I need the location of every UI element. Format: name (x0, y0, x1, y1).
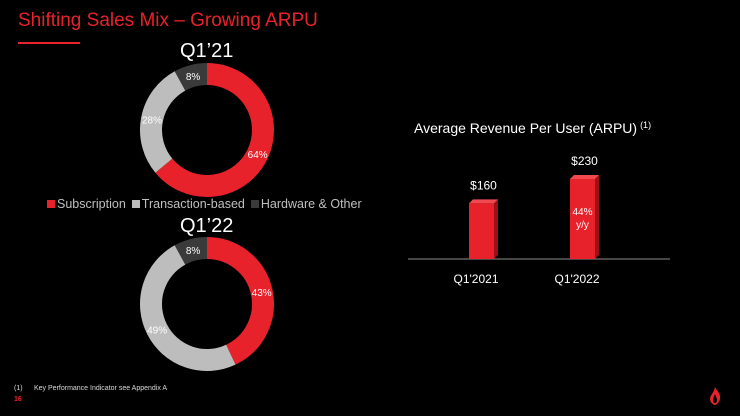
arpu-title-footnote-marker: (1) (640, 120, 652, 130)
footnote-text: Key Performance Indicator see Appendix A (34, 385, 168, 392)
arpu-bar-top-1 (570, 175, 599, 179)
page-number: 16 (14, 396, 22, 403)
donut-title-q1-21: Q1’21 (180, 40, 234, 62)
legend-label-hardware: Hardware & Other (260, 197, 362, 211)
arpu-bar-side-1 (595, 175, 599, 259)
donut-q1-22-label-hardware-other: 8% (186, 246, 201, 257)
arpu-title-text: Average Revenue Per User (ARPU) (414, 120, 638, 136)
donut-title-q1-22: Q1’22 (180, 215, 234, 237)
donut-q1-21-slice-transaction-based (140, 71, 186, 173)
arpu-value-label-q1-2022: $230 (571, 154, 598, 168)
legend-item-hardware: Hardware & Other (250, 197, 362, 211)
donut-q1-21-slice-subscription (155, 63, 274, 197)
arpu-category-label-q1-2021: Q1'2021 (454, 272, 499, 286)
donut-q1-22-label-transaction-based: 49% (147, 325, 167, 336)
legend-swatch-hardware (250, 200, 259, 208)
title-underline (18, 42, 80, 44)
donut-q1-22-slice-transaction-based (140, 245, 236, 371)
arpu-bar-side-0 (494, 199, 498, 259)
arpu-bar-q1-2022 (570, 179, 595, 259)
legend-item-transaction: Transaction-based (131, 197, 245, 211)
donut-q1-22-slice-hardware-other (174, 237, 208, 265)
donut-legend: Subscription Transaction-based Hardware … (47, 197, 362, 211)
donut-q1-21-label-subscription: 64% (248, 150, 268, 161)
slide-title: Shifting Sales Mix – Growing ARPU (18, 10, 318, 31)
donut-q1-21-slice-hardware-other (174, 63, 208, 91)
donut-q1-21-label-hardware-other: 8% (186, 72, 201, 83)
arpu-bar-q1-2021 (469, 203, 494, 259)
arpu-growth-yy: y/y (576, 220, 589, 231)
legend-label-transaction: Transaction-based (141, 197, 245, 211)
legend-label-subscription: Subscription (57, 197, 126, 211)
arpu-value-label-q1-2021: $160 (470, 178, 497, 192)
company-logo-icon (708, 386, 722, 411)
donut-q1-22-slice-subscription (206, 237, 274, 365)
arpu-growth-percent: 44% (572, 207, 592, 218)
legend-swatch-subscription (47, 200, 55, 208)
arpu-bar-top-0 (469, 199, 498, 204)
donut-q1-21-label-transaction-based: 28% (142, 116, 162, 127)
arpu-chart-title: Average Revenue Per User (ARPU) (1) (414, 120, 651, 136)
footnote-marker: (1) (14, 385, 23, 392)
donut-q1-22-label-subscription: 43% (252, 288, 272, 299)
footnote: (1) Key Performance Indicator see Appendi… (14, 385, 167, 392)
arpu-category-label-q1-2022: Q1'2022 (555, 272, 600, 286)
legend-swatch-transaction (131, 200, 140, 208)
legend-item-subscription: Subscription (47, 197, 126, 211)
